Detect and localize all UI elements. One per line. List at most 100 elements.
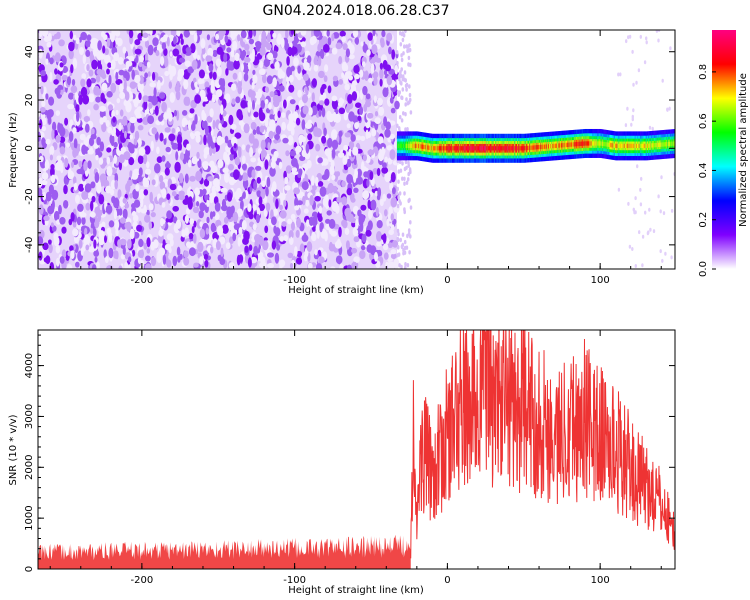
- edge-speck: [631, 247, 634, 251]
- noise-speck: [61, 226, 67, 234]
- noise-speck: [128, 157, 135, 166]
- noise-speck: [190, 43, 196, 54]
- signal-cell: [666, 142, 668, 147]
- noise-speck: [324, 98, 330, 106]
- y-tick-label: 2000: [24, 455, 35, 480]
- noise-speck: [124, 91, 130, 101]
- noise-speck: [236, 208, 244, 218]
- noise-speck: [142, 95, 149, 103]
- noise-speck: [203, 163, 209, 171]
- signal-cell: [418, 143, 420, 149]
- signal-cell: [428, 145, 430, 150]
- signal-cell: [443, 146, 445, 151]
- noise-speck: [324, 168, 330, 180]
- noise-speck: [326, 148, 332, 157]
- edge-speck: [403, 176, 406, 181]
- signal-cell: [471, 146, 473, 151]
- noise-speck: [66, 76, 72, 86]
- edge-speck: [648, 207, 651, 212]
- edge-speck: [617, 187, 621, 192]
- signal-cell: [646, 143, 648, 149]
- noise-speck: [274, 252, 280, 264]
- signal-cell: [523, 146, 525, 151]
- noise-speck: [188, 247, 196, 257]
- noise-speck: [67, 170, 75, 180]
- noise-speck: [110, 59, 116, 70]
- noise-speck: [39, 155, 44, 163]
- noise-speck: [156, 79, 161, 91]
- noise-speck: [311, 92, 315, 102]
- noise-speck: [90, 41, 97, 49]
- edge-speck: [619, 72, 622, 77]
- signal-cell: [427, 145, 429, 150]
- signal-cell: [467, 146, 469, 151]
- noise-speck: [346, 101, 354, 110]
- noise-speck: [97, 40, 102, 51]
- spectrogram-y-label: Frequency (Hz): [8, 112, 19, 188]
- noise-speck: [212, 225, 217, 232]
- signal-cell: [452, 146, 455, 151]
- edge-speck: [634, 210, 637, 215]
- noise-speck: [269, 166, 276, 177]
- signal-cell: [638, 143, 640, 149]
- noise-speck: [149, 191, 153, 203]
- noise-speck: [102, 116, 107, 123]
- noise-speck: [344, 227, 350, 236]
- noise-speck: [105, 185, 112, 194]
- noise-speck: [247, 203, 252, 213]
- signal-cell: [404, 143, 406, 149]
- noise-speck: [289, 99, 296, 105]
- noise-speck: [247, 89, 254, 98]
- signal-cell: [572, 142, 575, 147]
- signal-cell: [402, 143, 404, 149]
- edge-speck: [632, 108, 635, 113]
- noise-speck: [107, 231, 113, 243]
- noise-speck: [342, 220, 348, 229]
- signal-cell: [477, 146, 479, 151]
- noise-speck: [322, 197, 329, 207]
- noise-speck: [68, 131, 74, 142]
- noise-speck: [40, 70, 46, 77]
- noise-speck: [54, 68, 58, 75]
- noise-speck: [373, 76, 378, 86]
- noise-speck: [286, 56, 290, 66]
- edge-speck: [661, 78, 664, 83]
- noise-speck: [342, 43, 348, 51]
- noise-speck: [57, 123, 64, 134]
- noise-speck: [205, 227, 209, 235]
- noise-speck: [365, 129, 369, 140]
- y-tick-label: 3000: [24, 404, 35, 429]
- signal-cell: [632, 143, 634, 149]
- signal-cell: [530, 145, 533, 150]
- signal-cell: [615, 143, 617, 149]
- noise-speck: [356, 168, 362, 178]
- signal-cell: [433, 146, 435, 151]
- noise-speck: [201, 112, 207, 122]
- noise-speck: [80, 78, 86, 88]
- noise-speck: [179, 33, 183, 40]
- noise-speck: [74, 235, 79, 244]
- signal-cell: [630, 143, 632, 149]
- noise-speck: [324, 64, 329, 73]
- noise-speck: [159, 30, 163, 33]
- noise-speck: [96, 68, 103, 76]
- noise-speck: [277, 33, 282, 40]
- noise-speck: [129, 193, 133, 199]
- snr-noise-envelope: [38, 534, 411, 569]
- signal-cell: [462, 146, 464, 151]
- noise-speck: [209, 146, 213, 157]
- signal-cell: [449, 146, 451, 151]
- noise-speck: [147, 44, 154, 56]
- noise-speck: [53, 210, 60, 222]
- noise-speck: [360, 41, 364, 47]
- signal-cell: [497, 146, 500, 151]
- y-tick-label: 40: [24, 45, 35, 58]
- noise-speck: [268, 102, 272, 110]
- noise-speck: [303, 208, 309, 214]
- noise-speck: [319, 186, 327, 197]
- noise-speck: [247, 62, 251, 70]
- noise-speck: [150, 212, 156, 218]
- signal-cell: [435, 146, 437, 151]
- edge-speck: [396, 237, 400, 243]
- noise-speck: [389, 149, 396, 160]
